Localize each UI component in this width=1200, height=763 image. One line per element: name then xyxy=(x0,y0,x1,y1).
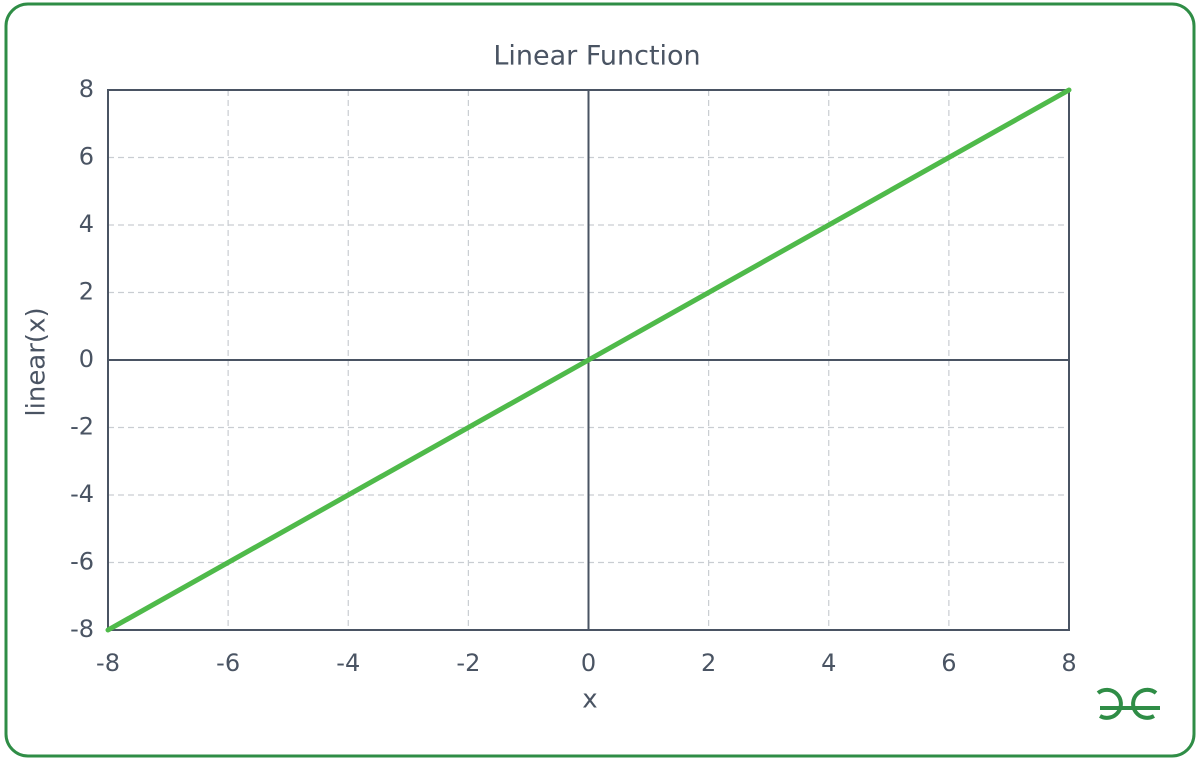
logo xyxy=(1096,687,1160,720)
card-border xyxy=(4,2,1196,758)
y-tick-label: 8 xyxy=(79,75,94,103)
y-tick-label: 0 xyxy=(79,345,94,373)
y-tick-label: -2 xyxy=(70,413,94,441)
x-tick-label: 4 xyxy=(821,649,836,677)
x-tick-label: -6 xyxy=(216,649,240,677)
y-tick-label: -8 xyxy=(70,615,94,643)
chart-title: Linear Function xyxy=(493,41,700,72)
y-axis-label: linear(x) xyxy=(22,307,52,416)
logo-mark xyxy=(1096,687,1160,720)
x-tick-label: -4 xyxy=(336,649,360,677)
y-tick-label: 6 xyxy=(79,143,94,171)
y-tick-label: -6 xyxy=(70,548,94,576)
plot-frame xyxy=(107,89,1070,631)
y-tick-label: 4 xyxy=(79,210,94,238)
x-tick-label: 6 xyxy=(941,649,956,677)
data-line xyxy=(105,87,1072,633)
x-tick-label: 0 xyxy=(581,649,596,677)
y-tick-label: -4 xyxy=(70,480,94,508)
x-tick-label: 8 xyxy=(1061,649,1076,677)
x-tick-label: -2 xyxy=(456,649,480,677)
x-tick-label: -8 xyxy=(96,649,120,677)
y-tick-label: 2 xyxy=(79,278,94,306)
x-tick-label: 2 xyxy=(701,649,716,677)
x-axis-label: x xyxy=(582,685,597,715)
